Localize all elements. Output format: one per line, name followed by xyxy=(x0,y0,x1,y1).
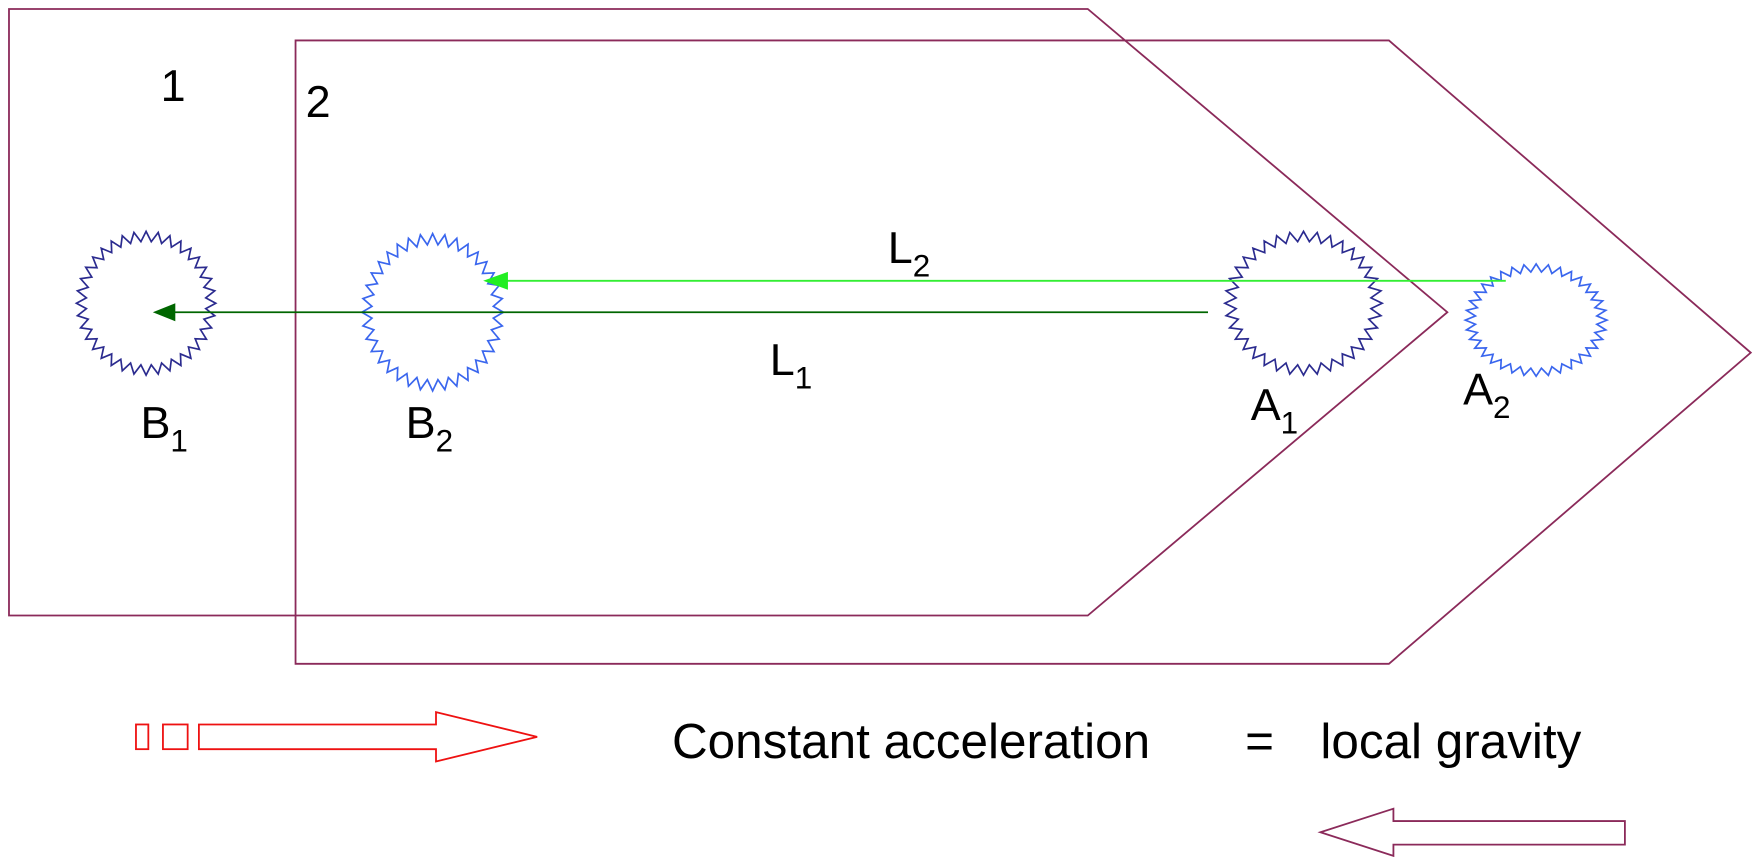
motion-mark xyxy=(136,724,148,749)
letter: B xyxy=(406,397,436,448)
gravity-arrow xyxy=(1320,809,1625,856)
emitter xyxy=(76,231,215,375)
subscript: 1 xyxy=(170,424,187,459)
point-label: B2 xyxy=(406,397,453,458)
subscript: 1 xyxy=(795,361,812,396)
caption-left: Constant acceleration xyxy=(672,714,1150,769)
point-label: A2 xyxy=(1463,363,1510,424)
emitter xyxy=(1225,231,1382,375)
letter: B xyxy=(140,397,170,448)
letter: A xyxy=(1251,379,1281,430)
frame-2 xyxy=(296,40,1751,663)
arrowhead-l1 xyxy=(153,303,175,321)
subscript: 2 xyxy=(913,248,930,283)
page: {"frames": [{"label": "1"}, {"label": "2… xyxy=(0,0,1762,857)
frame-label: 2 xyxy=(306,76,331,127)
emitters xyxy=(76,231,1607,390)
line-label: L1 xyxy=(770,334,812,395)
caption-right: local gravity xyxy=(1320,714,1581,769)
point-label: A1 xyxy=(1251,379,1298,440)
acceleration-arrow xyxy=(199,712,537,761)
frame-label: 1 xyxy=(161,60,186,111)
subscript: 2 xyxy=(1493,390,1510,425)
point-label: B1 xyxy=(140,397,187,458)
letter: L xyxy=(770,334,795,385)
diagram: 1 2 L1 L2 B1 B2 A1 A2 Constant accelerat… xyxy=(0,0,1762,857)
caption-equals: = xyxy=(1245,714,1274,769)
motion-mark xyxy=(163,724,188,749)
subscript: 1 xyxy=(1281,406,1298,441)
arrowhead-l2 xyxy=(483,272,508,290)
line-label: L2 xyxy=(888,222,930,283)
subscript: 2 xyxy=(436,424,453,459)
letter: A xyxy=(1463,363,1493,414)
letter: L xyxy=(888,222,913,273)
